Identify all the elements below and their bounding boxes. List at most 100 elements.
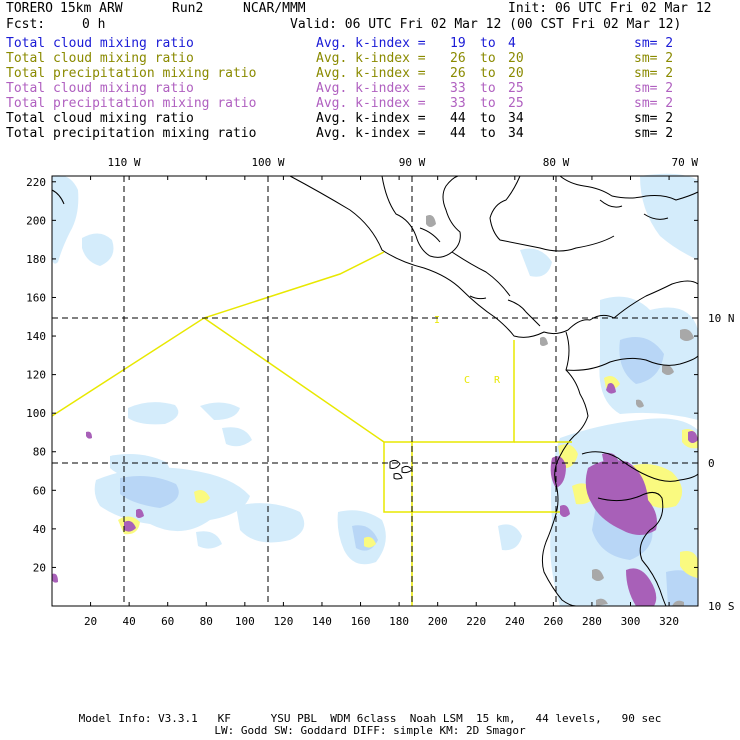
y-axis: 220 200 180 160 140 120 100 80 60 40 20 (26, 176, 698, 574)
legend-kindex-label: Avg. k-index = (316, 96, 426, 111)
legend-field: Total precipitation mixing ratio (6, 96, 257, 111)
cloud-region (222, 427, 252, 447)
legend-kindex-label: Avg. k-index = (316, 51, 426, 66)
x-tick-label: 280 (582, 615, 602, 628)
coastline (541, 331, 589, 607)
legend-to: to (480, 81, 496, 96)
legend-sm: sm= 2 (634, 66, 674, 81)
y-tick-label: 60 (33, 484, 46, 497)
x-tick-label: 300 (621, 615, 641, 628)
region-label-c: C (464, 375, 470, 386)
lat-lon-grid (52, 176, 698, 606)
region-label-i: I (434, 315, 440, 326)
coastline (289, 175, 569, 338)
x-tick-label: 220 (466, 615, 486, 628)
precip-region (194, 490, 210, 504)
cloud-region (619, 337, 664, 384)
precip-region (688, 431, 698, 443)
heavy-region (596, 598, 608, 606)
country-border (581, 451, 699, 482)
legend-field: Total cloud mixing ratio (6, 111, 194, 126)
coastlines (51, 175, 699, 607)
coastline (381, 175, 461, 258)
heavy-cloud-shading (426, 215, 694, 606)
forecast-hours: 0 h (82, 17, 106, 32)
y-tick-label: 200 (26, 214, 46, 227)
legend-kindex-label: Avg. k-index = (316, 111, 426, 126)
heavy-region (672, 600, 684, 606)
legend-to: to (480, 96, 496, 111)
y-tick-label: 220 (26, 176, 46, 189)
latitude-label: 0 (708, 457, 715, 470)
cloud-region (51, 175, 79, 264)
precip-region (550, 456, 566, 488)
cloud-region (520, 248, 552, 277)
precip-region (136, 508, 144, 518)
legend-to: to (480, 66, 496, 81)
precip-region (626, 568, 657, 606)
coastline (469, 295, 541, 327)
heavy-region (662, 364, 674, 375)
organization: NCAR/MMM (243, 1, 306, 16)
legend-row: Total cloud mixing ratio Avg. k-index = 19… (6, 36, 736, 51)
legend-kindex-label: Avg. k-index = (316, 126, 426, 141)
region-boundary (51, 251, 385, 417)
x-tick-label: 180 (389, 615, 409, 628)
legend-kindex-label: Avg. k-index = (316, 81, 426, 96)
model-info-line: Model Info: V3.3.1 KF YSU PBL WDM 6class… (78, 712, 662, 725)
model-name: TORERO (6, 1, 53, 16)
physics-info-line: LW: Godd SW: Goddard DIFF: simple KM: 2D… (214, 724, 526, 737)
heavy-region (540, 336, 548, 346)
legend-sm: sm= 2 (634, 36, 674, 51)
region-boundary (383, 442, 560, 513)
legend-k-to: 34 (508, 126, 524, 141)
precip-region (86, 431, 92, 439)
model-resolution: 15km ARW (60, 1, 123, 16)
x-tick-label: 100 (235, 615, 255, 628)
legend-sm: sm= 2 (634, 51, 674, 66)
cloud-region (200, 402, 240, 420)
longitude-label: 110 W (107, 156, 140, 169)
x-tick-label: 260 (543, 615, 563, 628)
x-tick-label: 140 (312, 615, 332, 628)
longitude-label: 80 W (543, 156, 570, 169)
map-frame (51, 175, 699, 607)
legend-row: Total cloud mixing ratio Avg. k-index = 33… (6, 81, 736, 96)
precip-region (606, 383, 616, 394)
precip-heavy-shading (52, 383, 698, 606)
region-boundary (203, 317, 515, 443)
legend-to: to (480, 36, 496, 51)
forecast-label: Fcst: (6, 17, 46, 32)
cloud-shading (51, 173, 698, 606)
country-border (565, 355, 699, 371)
precip-region (560, 505, 570, 517)
legend-to: to (480, 111, 496, 126)
legend-field: Total precipitation mixing ratio (6, 66, 257, 81)
legend-row: Total precipitation mixing ratio Avg. k-i… (6, 66, 736, 81)
legend-field: Total precipitation mixing ratio (6, 126, 257, 141)
longitude-label: 100 W (251, 156, 284, 169)
legend-kindex-label: Avg. k-index = (316, 66, 426, 81)
legend-sm: sm= 2 (634, 126, 674, 141)
region-label-r: R (494, 375, 501, 386)
x-tick-label: 120 (273, 615, 293, 628)
legend-k-from: 33 (450, 96, 466, 111)
precip-region (585, 460, 657, 535)
legend-field: Total cloud mixing ratio (6, 51, 194, 66)
longitude-labels: 110 W 100 W 90 W 80 W 70 W (107, 156, 698, 169)
legend-k-to: 4 (508, 36, 516, 51)
longitude-label: 90 W (399, 156, 426, 169)
legend-row: Total cloud mixing ratio Avg. k-index = 26… (6, 51, 736, 66)
coastline (559, 175, 699, 201)
heavy-region (680, 329, 694, 341)
x-tick-label: 40 (123, 615, 136, 628)
cloud-region (120, 476, 179, 508)
precip-region (124, 520, 136, 532)
legend-k-to: 34 (508, 111, 524, 126)
legend-row: Total precipitation mixing ratio Avg. k-i… (6, 126, 736, 141)
legend-to: to (480, 126, 496, 141)
legend-k-to: 20 (508, 66, 524, 81)
x-tick-label: 80 (200, 615, 213, 628)
y-tick-label: 140 (26, 330, 46, 343)
legend-row: Total precipitation mixing ratio Avg. k-i… (6, 96, 736, 111)
